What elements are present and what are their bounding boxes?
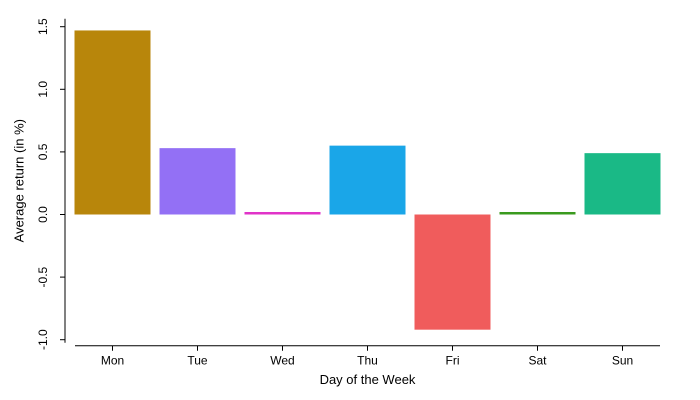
y-tick-label: 0.5 [36, 143, 50, 160]
y-tick-label: -0.5 [36, 266, 50, 287]
bar-mon [74, 30, 151, 215]
y-tick-label: -1.0 [36, 329, 50, 350]
y-axis-title: Average return (in %) [11, 119, 26, 242]
y-tick-label: 1.5 [36, 18, 50, 35]
y-tick-label: 1.0 [36, 81, 50, 98]
x-tick-label: Fri [446, 354, 460, 368]
x-tick-label: Mon [101, 354, 124, 368]
bar-sun [584, 153, 661, 215]
x-tick-label: Thu [357, 354, 378, 368]
x-tick-label: Tue [187, 354, 208, 368]
y-tick-label: 0.0 [36, 206, 50, 223]
x-tick-label: Wed [270, 354, 294, 368]
bar-sat [499, 211, 576, 215]
bar-tue [159, 148, 236, 215]
x-tick-label: Sun [612, 354, 633, 368]
x-axis-title: Day of the Week [320, 372, 416, 387]
y-axis: -1.0 -0.5 0.0 0.5 1.0 1.5 [36, 18, 66, 350]
x-axis: Mon Tue Wed Thu Fri Sat Sun [75, 345, 660, 368]
x-tick-label: Sat [528, 354, 547, 368]
bar-fri [414, 214, 491, 330]
bar-wed [244, 211, 321, 215]
bar-thu [329, 145, 406, 215]
bars [74, 30, 661, 330]
